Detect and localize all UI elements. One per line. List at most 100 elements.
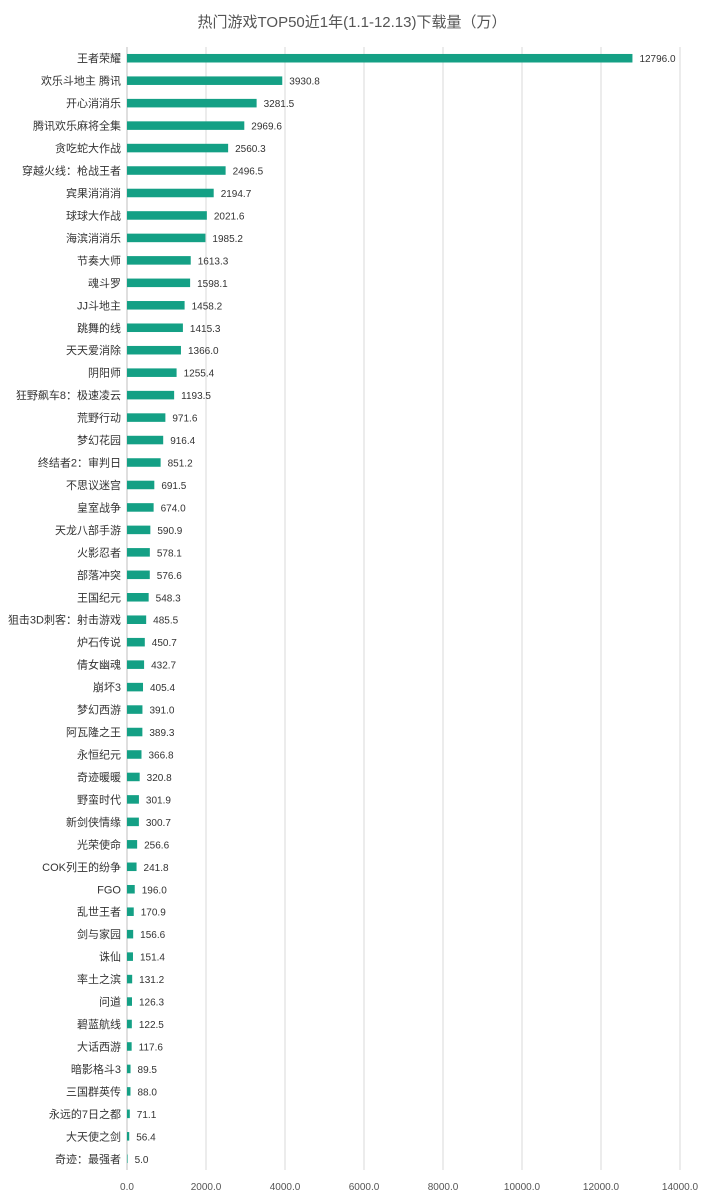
category-label: 魂斗罗 [88, 277, 121, 290]
value-label: 691.5 [161, 481, 186, 492]
category-label: 狂野飙车8：极速凌云 [16, 388, 121, 402]
bar [127, 884, 135, 894]
bar [127, 929, 134, 939]
bar [127, 345, 181, 355]
bar [127, 76, 283, 85]
bar [127, 907, 134, 916]
category-label: 梦幻西游 [77, 704, 121, 717]
bar [127, 1087, 131, 1096]
x-tick-label: 10000.0 [504, 1182, 541, 1193]
value-label: 151.4 [140, 953, 165, 964]
value-label: 126.3 [139, 998, 164, 1009]
bar [127, 211, 207, 220]
bar [127, 435, 164, 445]
category-label: 宾果消消消 [66, 186, 121, 200]
bar [127, 256, 191, 265]
category-label: 穿越火线：枪战王者 [22, 164, 121, 178]
value-label: 432.7 [151, 661, 176, 672]
bar [127, 166, 226, 175]
value-label: 1193.5 [181, 391, 211, 402]
x-tick-label: 12000.0 [583, 1182, 620, 1193]
category-label: 球球大作战 [66, 208, 121, 222]
value-label: 301.9 [146, 795, 171, 806]
category-label: 皇室战争 [77, 500, 121, 514]
value-label: 156.6 [140, 930, 165, 941]
category-label: 光荣使命 [77, 837, 121, 851]
bar [127, 570, 150, 580]
bar [127, 480, 155, 490]
category-label: 天龙八部手游 [55, 523, 121, 537]
value-label: 12796.0 [639, 54, 676, 65]
value-label: 71.1 [137, 1110, 157, 1121]
bar [127, 188, 214, 198]
category-label: 王国纪元 [77, 591, 121, 604]
value-label: 548.3 [156, 593, 181, 604]
category-label: 碧蓝航线 [77, 1017, 121, 1031]
bar [127, 974, 133, 984]
value-label: 2194.7 [221, 189, 252, 200]
value-label: 391.0 [149, 706, 174, 717]
category-label: 终结者2：审判日 [38, 456, 121, 470]
value-label: 122.5 [139, 1020, 164, 1031]
category-label: 海滨消消乐 [66, 231, 121, 245]
value-label: 2021.6 [214, 211, 245, 222]
bar [127, 817, 139, 827]
category-label: 部落冲突 [77, 568, 121, 582]
category-label: FGO [97, 884, 121, 896]
category-label: 炉石传说 [77, 635, 121, 649]
bar [127, 705, 143, 714]
value-label: 88.0 [137, 1087, 157, 1098]
category-label: 天天爱消除 [66, 343, 121, 357]
bar [127, 368, 177, 377]
category-label: 诛仙 [99, 951, 121, 964]
bar [127, 548, 150, 557]
value-label: 485.5 [153, 616, 178, 627]
value-label: 241.8 [144, 863, 169, 874]
bar [127, 862, 137, 872]
category-label: 大天使之剑 [66, 1129, 121, 1143]
bar [127, 660, 145, 669]
bar [127, 525, 151, 535]
value-label: 590.9 [157, 526, 182, 537]
value-label: 971.6 [172, 414, 197, 425]
value-label: 2969.6 [251, 122, 282, 133]
category-label: JJ斗地主 [77, 299, 121, 312]
x-tick-label: 8000.0 [428, 1182, 459, 1193]
bar [127, 301, 185, 310]
category-label: 乱世王者 [77, 906, 121, 919]
value-label: 1598.1 [197, 279, 228, 290]
bar [127, 1154, 128, 1164]
category-label: 暗影格斗3 [71, 1062, 121, 1076]
category-label: 野蛮时代 [77, 792, 121, 806]
category-label: 狙击3D刺客：射击游戏 [8, 613, 121, 627]
bar [127, 1132, 130, 1141]
x-tick-label: 14000.0 [662, 1182, 699, 1193]
value-label: 196.0 [142, 885, 167, 896]
bar [127, 840, 138, 849]
bar [127, 1019, 132, 1029]
bar [127, 390, 175, 400]
bar [127, 1064, 131, 1074]
category-label: 荒野行动 [77, 412, 121, 425]
x-tick-label: 0.0 [120, 1182, 134, 1193]
category-label: 三国群英传 [66, 1084, 121, 1098]
value-label: 405.4 [150, 683, 175, 694]
bar [127, 278, 191, 288]
category-label: 阴阳师 [88, 367, 121, 380]
bar [127, 727, 143, 737]
value-label: 1985.2 [212, 234, 243, 245]
value-label: 366.8 [148, 750, 173, 761]
category-label: 欢乐斗地主 腾讯 [41, 74, 121, 88]
value-label: 56.4 [136, 1132, 156, 1143]
category-label: 腾讯欢乐麻将全集 [33, 119, 121, 133]
x-tick-label: 6000.0 [349, 1182, 380, 1193]
value-label: 916.4 [170, 436, 195, 447]
category-label: 永恒纪元 [77, 747, 121, 761]
category-label: 王者荣耀 [77, 52, 121, 65]
bar [127, 121, 245, 130]
category-label: 节奏大师 [77, 253, 121, 267]
value-label: 3930.8 [289, 77, 320, 88]
